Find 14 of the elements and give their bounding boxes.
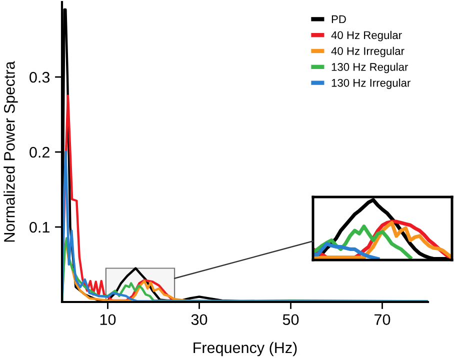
y-tick-label: 0.3 <box>30 72 50 83</box>
legend-label: 130 Hz Irregular <box>332 78 410 90</box>
legend-label: PD <box>332 15 346 24</box>
y-axis-title: Normalized Power Spectra <box>4 61 18 242</box>
legend-label: 40 Hz Irregular <box>331 46 404 58</box>
x-axis-title: Frequency (Hz) <box>194 342 297 356</box>
legend-label: 40 Hz Regular <box>331 30 402 42</box>
x-tick-label: 30 <box>191 314 208 326</box>
y-tick-label: 0.2 <box>30 146 50 158</box>
legend-label: 130 Hz Regular <box>332 62 408 74</box>
x-tick-label: 10 <box>100 314 116 326</box>
x-tick-label: 50 <box>282 314 299 326</box>
x-tick-label: 70 <box>374 314 390 326</box>
y-tick-label: 0.1 <box>30 222 50 233</box>
